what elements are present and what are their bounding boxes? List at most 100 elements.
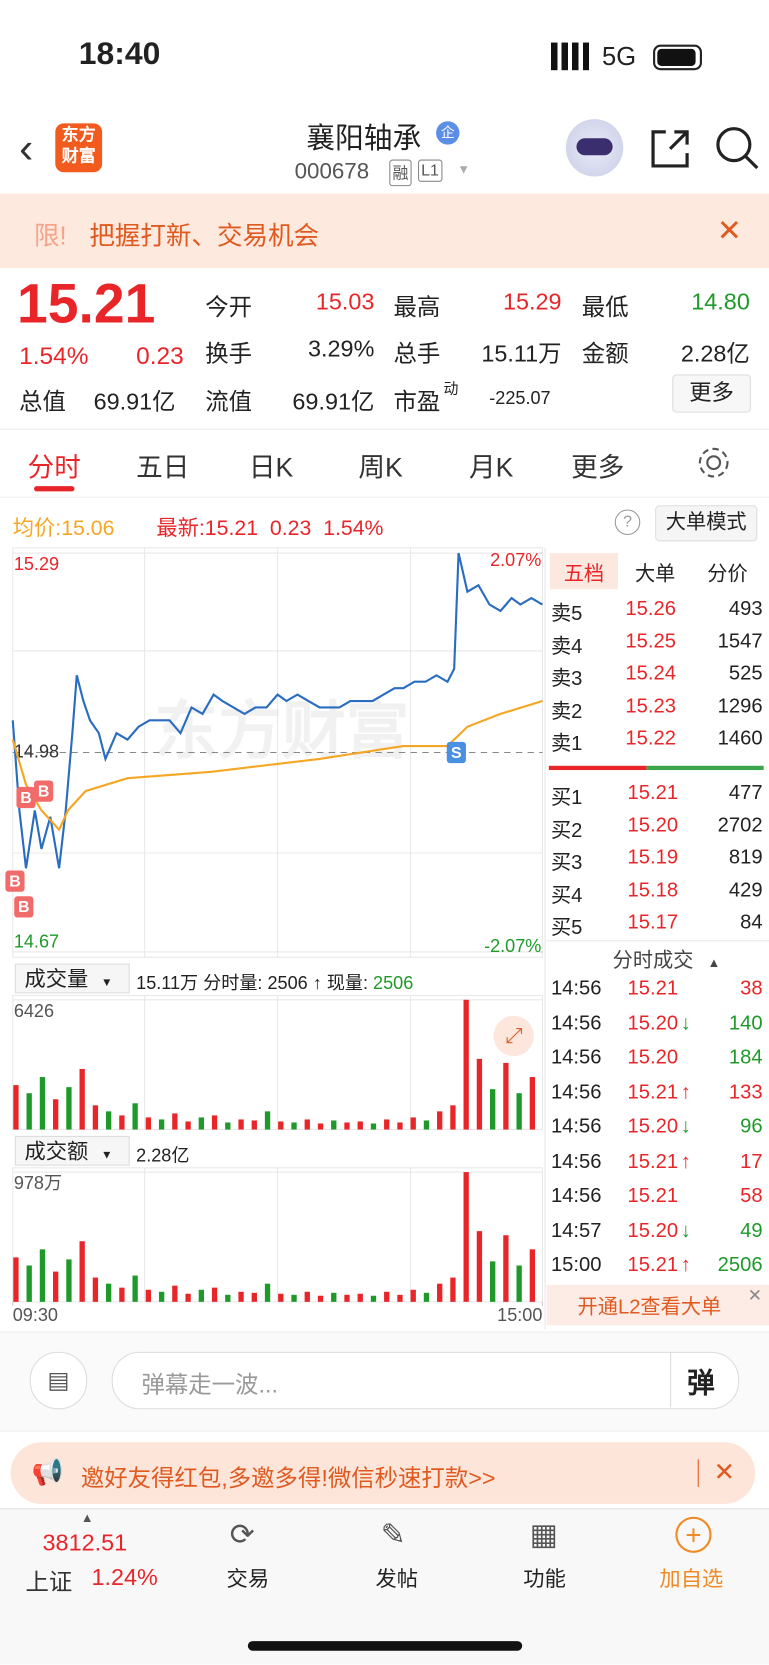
- index-value[interactable]: 3812.51: [42, 1529, 128, 1557]
- danmaku-button[interactable]: 弹: [687, 1366, 715, 1399]
- book-price: 15.26: [625, 597, 676, 621]
- comment-input[interactable]: [111, 1351, 740, 1410]
- tab[interactable]: 日K: [248, 453, 294, 483]
- bar: [39, 1077, 46, 1130]
- assistant-avatar[interactable]: [565, 119, 624, 177]
- bar: [476, 1231, 483, 1302]
- search-icon[interactable]: [713, 123, 762, 172]
- stat-label: 流值: [205, 388, 253, 415]
- trade-vol: 2506: [717, 1253, 763, 1277]
- bar: [384, 1291, 390, 1302]
- bar: [238, 1291, 244, 1302]
- label: 现量:: [326, 973, 369, 994]
- index-pct[interactable]: 1.24%: [91, 1563, 158, 1591]
- nav-item[interactable]: 交易: [226, 1567, 270, 1592]
- y-tick-label: 6426: [14, 1001, 54, 1021]
- trade-vol: 96: [740, 1115, 763, 1139]
- promo[interactable]: [10, 1442, 756, 1504]
- banner-text[interactable]: 把握打新、交易机会: [89, 222, 320, 252]
- latest: 最新:15.21 0.23 1.54%: [156, 511, 383, 542]
- promo-text[interactable]: 邀好友得红包,多邀多得!微信秒速打款>>: [80, 1464, 496, 1492]
- bar: [529, 1077, 536, 1130]
- stat-label-sup: 动: [443, 379, 459, 397]
- bar: [251, 1292, 257, 1302]
- index-name[interactable]: 上证: [25, 1568, 73, 1596]
- change: 0.23: [136, 341, 184, 370]
- stock-name: 襄阳轴承: [306, 122, 422, 155]
- share-icon[interactable]: [647, 126, 694, 173]
- book-label: 买2: [550, 819, 583, 842]
- l2-link[interactable]: 开通L2查看大单: [577, 1296, 722, 1319]
- bottom-nav: [0, 1508, 769, 1665]
- logo-text: 财富: [61, 147, 96, 166]
- selector[interactable]: 成交额 ▼: [14, 1135, 130, 1166]
- bar: [39, 1249, 46, 1302]
- danmaku-toggle[interactable]: ▤: [29, 1351, 88, 1410]
- book-label: 卖5: [550, 603, 583, 626]
- book-tab[interactable]: 分价: [707, 563, 748, 587]
- trade-vol: 49: [740, 1219, 763, 1242]
- bar: [158, 1291, 165, 1302]
- book-label: 买4: [550, 884, 583, 907]
- x-tick-label: 15:00: [497, 1305, 542, 1325]
- close-button[interactable]: ✕: [716, 213, 742, 247]
- up-arrow: ▲: [80, 1510, 94, 1526]
- tab[interactable]: 月K: [469, 453, 514, 483]
- trade-price: 15.20: [627, 1115, 679, 1139]
- value: 2506: [267, 973, 308, 994]
- trade-marker: [446, 741, 466, 764]
- book-vol: 493: [728, 597, 763, 621]
- bar: [79, 1068, 85, 1130]
- trade-time: 14:56: [550, 1012, 602, 1035]
- more-button[interactable]: 更多: [672, 374, 751, 413]
- nav-item[interactable]: 加自选: [659, 1567, 724, 1592]
- nav-icon: ⟳: [229, 1517, 255, 1551]
- trade-marker: [14, 896, 34, 918]
- bar: [211, 1287, 218, 1302]
- tab[interactable]: 分时: [27, 453, 81, 483]
- volume-info: 15.11万 分时量: 2506 ↑ 现量: 2506: [136, 968, 413, 995]
- tab[interactable]: 五日: [136, 453, 190, 483]
- book-tab[interactable]: 大单: [634, 563, 676, 587]
- close-button[interactable]: ✕: [747, 1286, 762, 1306]
- bar: [304, 1291, 310, 1302]
- y-tick-label: 15.29: [14, 554, 59, 574]
- battery: [653, 44, 702, 71]
- mode-button[interactable]: 大单模式: [655, 505, 758, 542]
- close-button[interactable]: ✕: [713, 1458, 736, 1487]
- bar: [437, 1283, 443, 1302]
- y-tick-label: 978万: [14, 1173, 62, 1193]
- nav-item[interactable]: 功能: [523, 1567, 566, 1592]
- price-line: [11, 552, 543, 869]
- nav-item[interactable]: 发帖: [375, 1567, 418, 1592]
- tag: L1: [417, 159, 443, 182]
- settings-icon[interactable]: [697, 446, 731, 480]
- book-price: 15.24: [625, 662, 676, 685]
- ratio-bar: [548, 765, 647, 771]
- bar: [463, 1172, 469, 1302]
- help-icon[interactable]: ?: [614, 509, 641, 535]
- bar: [185, 1121, 191, 1130]
- book-tab[interactable]: 五档: [563, 563, 605, 587]
- bar: [370, 1123, 377, 1130]
- back-button[interactable]: ‹: [19, 125, 34, 173]
- trade-arrow: ↑: [680, 1081, 691, 1104]
- book-vol: 525: [728, 662, 763, 685]
- expand-button[interactable]: ⤢: [493, 1015, 534, 1057]
- bar: [423, 1120, 430, 1130]
- trade-vol: 184: [728, 1046, 763, 1069]
- selector[interactable]: 成交量 ▼: [14, 963, 130, 994]
- bar: [251, 1120, 257, 1130]
- last-price: 15.21: [17, 273, 156, 336]
- dropdown-arrow[interactable]: ▼: [457, 161, 470, 177]
- stat-value: 14.80: [691, 288, 750, 315]
- bar: [317, 1123, 324, 1130]
- bar: [172, 1285, 178, 1302]
- tab[interactable]: 更多: [571, 453, 625, 483]
- bar: [238, 1119, 244, 1130]
- book-label: 买5: [550, 916, 583, 940]
- placeholder: 弹幕走一波...: [141, 1370, 278, 1398]
- tab[interactable]: 周K: [358, 453, 403, 483]
- stat-label: 总手: [393, 340, 441, 367]
